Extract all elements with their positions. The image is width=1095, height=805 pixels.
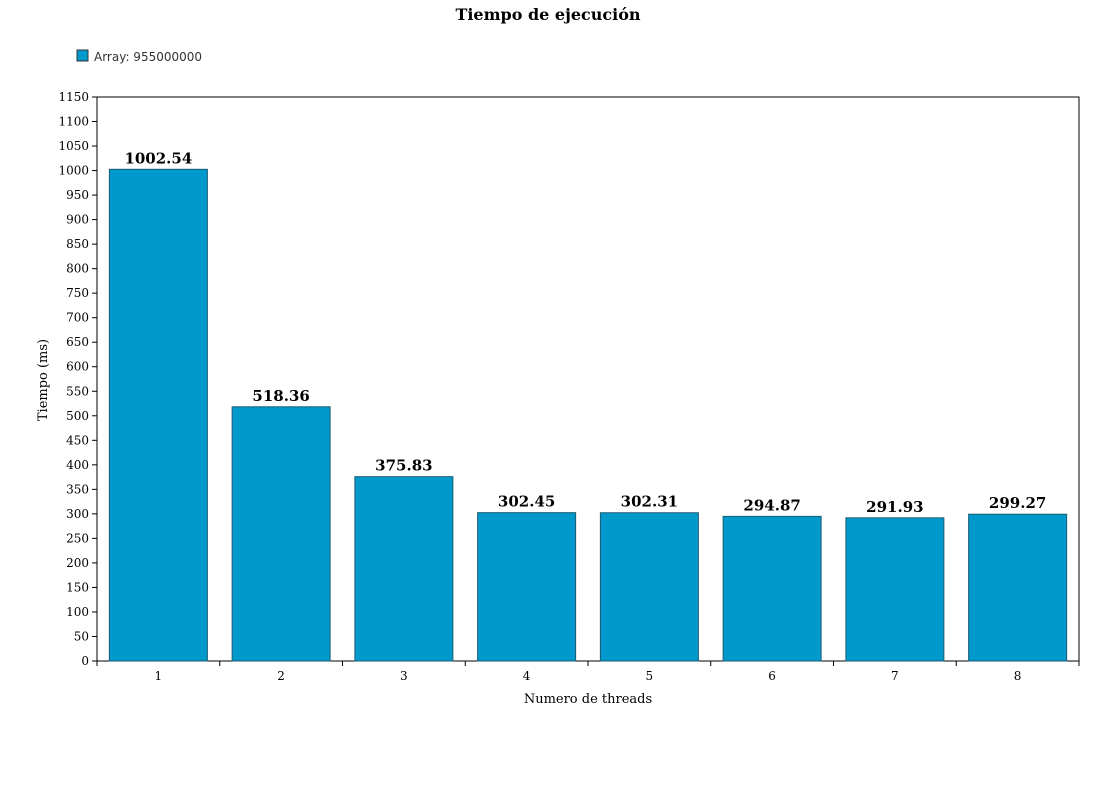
data-label: 291.93 — [866, 498, 923, 516]
x-tick-label: 3 — [400, 669, 408, 683]
y-tick-label: 900 — [66, 213, 89, 227]
y-tick-label: 100 — [66, 605, 89, 619]
data-label: 1002.54 — [124, 149, 192, 167]
bar — [968, 513, 1068, 662]
y-tick-label: 600 — [66, 360, 89, 374]
bar — [599, 512, 699, 662]
x-tick-label: 6 — [768, 669, 776, 683]
data-label: 518.36 — [252, 387, 309, 405]
y-tick-label: 550 — [66, 384, 89, 398]
y-tick-label: 800 — [66, 262, 89, 276]
data-label: 294.87 — [743, 496, 800, 514]
chart-title: Tiempo de ejecución — [455, 5, 640, 24]
x-tick-label: 1 — [155, 669, 163, 683]
x-tick-label: 2 — [277, 669, 285, 683]
y-tick-label: 500 — [66, 409, 89, 423]
y-tick-label: 50 — [74, 629, 89, 643]
data-label: 302.45 — [498, 493, 555, 511]
legend-label: Array: 955000000 — [94, 50, 202, 64]
bar — [231, 406, 331, 662]
y-tick-label: 1150 — [58, 90, 89, 104]
legend-swatch — [76, 49, 89, 62]
y-tick-label: 350 — [66, 482, 89, 496]
data-label: 375.83 — [375, 457, 432, 475]
y-tick-label: 650 — [66, 335, 89, 349]
y-tick-label: 400 — [66, 458, 89, 472]
legend: Array: 955000000 — [76, 49, 202, 64]
y-tick-label: 1100 — [58, 115, 89, 129]
bar — [477, 512, 577, 662]
y-tick-label: 950 — [66, 188, 89, 202]
y-tick-label: 0 — [81, 654, 89, 668]
data-label: 302.31 — [621, 493, 678, 511]
y-tick-label: 700 — [66, 311, 89, 325]
bar — [845, 517, 945, 662]
y-axis-label: Tiempo (ms) — [36, 339, 51, 421]
data-label: 299.27 — [989, 494, 1046, 512]
y-tick-label: 750 — [66, 286, 89, 300]
y-tick-label: 150 — [66, 580, 89, 594]
bar — [354, 476, 454, 662]
y-tick-label: 1050 — [58, 139, 89, 153]
y-tick-label: 1000 — [58, 164, 89, 178]
y-tick-label: 250 — [66, 531, 89, 545]
y-tick-label: 450 — [66, 433, 89, 447]
x-tick-label: 7 — [891, 669, 899, 683]
x-tick-label: 4 — [523, 669, 531, 683]
plot-area: 0 50 100 150 200 250 300 350 400 450 500 550 600 650 7… — [58, 90, 1080, 683]
x-tick-label: 8 — [1014, 669, 1022, 683]
bar — [108, 168, 208, 662]
bar — [722, 515, 822, 662]
x-axis-label: Numero de threads — [524, 692, 652, 707]
y-tick-label: 850 — [66, 237, 89, 251]
y-tick-label: 300 — [66, 507, 89, 521]
x-tick-label: 5 — [646, 669, 654, 683]
y-tick-label: 200 — [66, 556, 89, 570]
